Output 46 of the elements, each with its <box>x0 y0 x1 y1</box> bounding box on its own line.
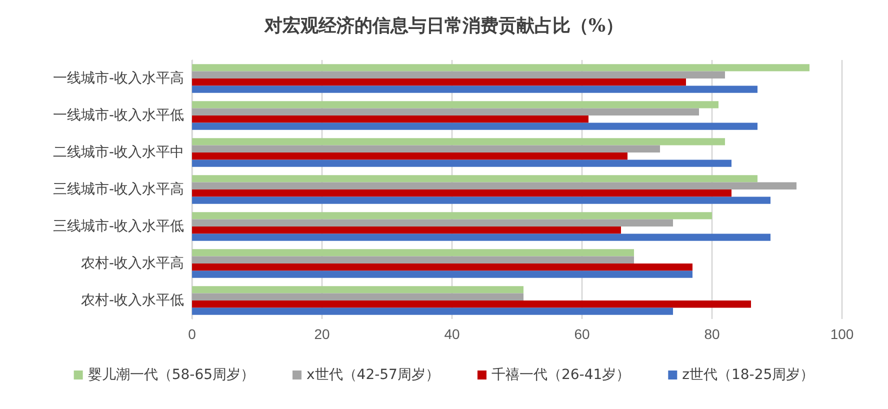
bar <box>192 190 732 197</box>
x-tick-label: 40 <box>444 326 460 342</box>
y-tick-label: 一线城市-收入水平高 <box>52 70 184 86</box>
bar <box>192 86 758 93</box>
legend-label: 千禧一代（26-41岁） <box>491 367 630 383</box>
bar <box>192 64 810 72</box>
bar <box>192 308 673 315</box>
bar <box>192 71 725 78</box>
bar <box>192 145 660 152</box>
y-tick-label: 农村-收入水平高 <box>80 256 184 272</box>
bar <box>192 234 770 241</box>
y-tick-label: 三线城市-收入水平高 <box>52 182 184 198</box>
bar <box>192 152 628 160</box>
bar <box>192 300 751 308</box>
legend-label: x世代（42-57周岁） <box>306 367 440 383</box>
x-tick-label: 20 <box>314 326 330 342</box>
bar <box>192 116 588 123</box>
bar <box>192 212 712 220</box>
y-tick-label: 二线城市-收入水平中 <box>52 144 184 160</box>
bar <box>192 226 621 234</box>
bar <box>192 264 692 271</box>
bar <box>192 219 673 226</box>
x-tick-label: 100 <box>830 326 854 342</box>
x-tick-label: 60 <box>574 326 590 342</box>
bar <box>192 249 634 256</box>
bar <box>192 293 524 300</box>
bar <box>192 101 718 108</box>
legend-label: 婴儿潮一代（58-65周岁） <box>88 367 255 383</box>
x-tick-label: 80 <box>704 326 720 342</box>
bar <box>192 78 686 86</box>
bar <box>192 270 692 278</box>
y-tick-label: 三线城市-收入水平低 <box>52 218 184 234</box>
bar <box>192 108 699 116</box>
bar <box>192 138 725 146</box>
bar <box>192 122 758 130</box>
x-tick-label: 0 <box>188 326 196 342</box>
y-tick-label: 农村-收入水平低 <box>80 292 184 308</box>
chart-title: 对宏观经济的信息与日常消费贡献占比（%） <box>263 16 624 36</box>
bar <box>192 175 758 182</box>
bar <box>192 196 770 204</box>
bar <box>192 160 732 167</box>
y-tick-label: 一线城市-收入水平低 <box>52 108 184 124</box>
bar <box>192 182 796 190</box>
bar <box>192 286 524 294</box>
bar <box>192 256 634 264</box>
legend-label: z世代（18-25周岁） <box>682 367 814 383</box>
